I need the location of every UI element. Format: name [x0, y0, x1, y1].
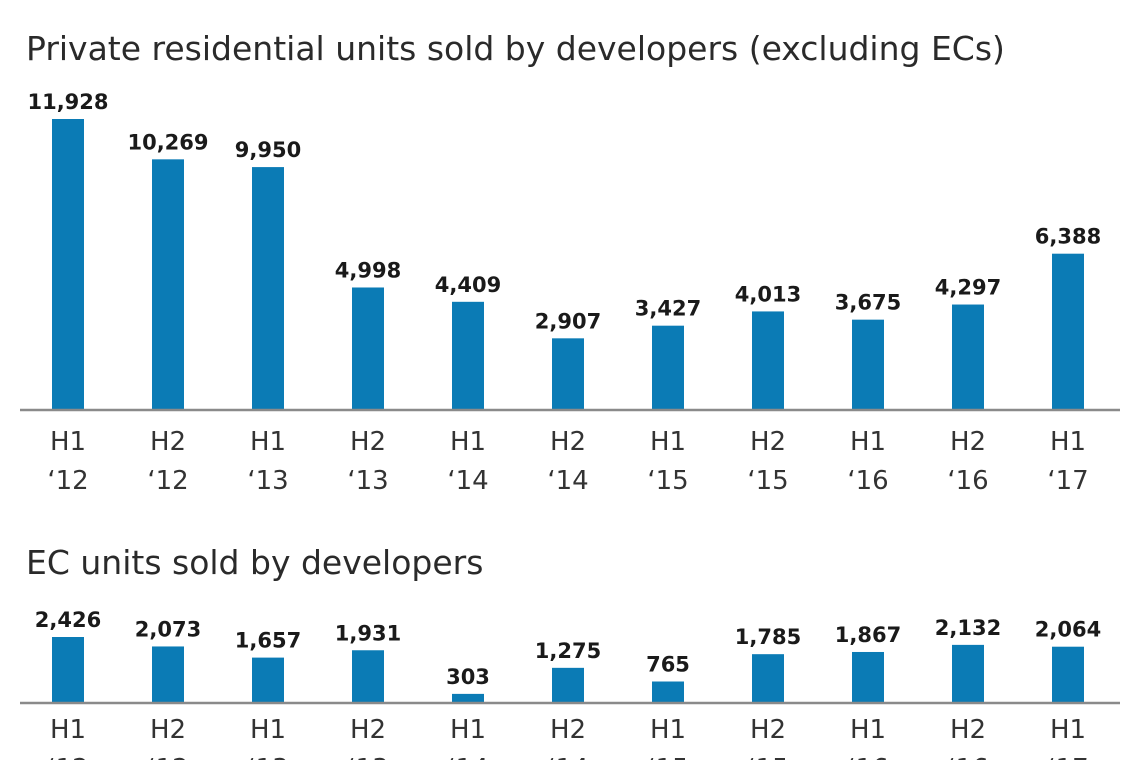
ec-tick-year: ‘13 [247, 754, 288, 760]
ec-tick-year: ‘14 [547, 754, 588, 760]
ec-data-label: 1,275 [535, 639, 601, 663]
private-data-label: 4,998 [335, 258, 401, 282]
private-bar [752, 311, 784, 409]
private-bar [352, 287, 384, 409]
ec-bar [552, 667, 584, 702]
ec-bar [452, 693, 484, 702]
private-tick-year: ‘16 [947, 466, 988, 496]
ec-tick-half: H2 [350, 715, 386, 745]
ec-tick-half: H1 [50, 715, 86, 745]
private-bar [1052, 253, 1084, 409]
private-tick-year: ‘12 [47, 466, 88, 496]
private-data-label: 10,269 [127, 130, 208, 154]
ec-tick-year: ‘12 [147, 754, 188, 760]
ec-data-label: 765 [646, 653, 690, 677]
private-data-label: 4,409 [435, 273, 501, 297]
private-tick-year: ‘17 [1047, 466, 1088, 496]
ec-tick-year: ‘12 [47, 754, 88, 760]
private-tick-half: H2 [950, 427, 986, 457]
private-bar [652, 325, 684, 409]
ec-data-label: 1,657 [235, 629, 301, 653]
ec-bar [1052, 646, 1084, 702]
ec-tick-half: H1 [1050, 715, 1086, 745]
ec-tick-year: ‘14 [447, 754, 488, 760]
private-tick-half: H1 [50, 427, 86, 457]
ec-data-label: 2,426 [35, 608, 101, 632]
ec-tick-half: H2 [550, 715, 586, 745]
ec-tick-half: H1 [250, 715, 286, 745]
private-tick-year: ‘13 [347, 466, 388, 496]
ec-tick-year: ‘13 [347, 754, 388, 760]
ec-tick-year: ‘17 [1047, 754, 1088, 760]
ec-bar [952, 644, 984, 702]
ec-tick-year: ‘16 [947, 754, 988, 760]
ec-bar [252, 657, 284, 702]
ec-tick-year: ‘15 [647, 754, 688, 760]
private-tick-half: H2 [750, 427, 786, 457]
ec-data-label: 2,064 [1035, 618, 1101, 642]
private-tick-year: ‘14 [447, 466, 488, 496]
private-bar [52, 119, 84, 409]
ec-data-label: 1,867 [835, 623, 901, 647]
ec-bar [852, 651, 884, 702]
private-tick-half: H2 [550, 427, 586, 457]
ec-bar [152, 646, 184, 702]
ec-tick-half: H1 [850, 715, 886, 745]
private-tick-half: H1 [1050, 427, 1086, 457]
ec-tick-half: H2 [950, 715, 986, 745]
private-tick-year: ‘13 [247, 466, 288, 496]
ec-tick-half: H1 [450, 715, 486, 745]
ec-tick-year: ‘15 [747, 754, 788, 760]
private-data-label: 4,297 [935, 276, 1001, 300]
ec-data-label: 1,931 [335, 621, 401, 645]
chart-title-ec: EC units sold by developers [26, 543, 483, 582]
private-bar [152, 159, 184, 409]
private-tick-half: H2 [150, 427, 186, 457]
private-data-label: 9,950 [235, 138, 301, 162]
private-bar [852, 319, 884, 409]
ec-bar [652, 681, 684, 702]
private-bar [952, 304, 984, 409]
private-tick-year: ‘15 [647, 466, 688, 496]
private-tick-half: H1 [850, 427, 886, 457]
private-tick-year: ‘15 [747, 466, 788, 496]
ec-data-label: 1,785 [735, 625, 801, 649]
ec-bar [52, 637, 84, 702]
ec-data-label: 303 [446, 665, 490, 689]
private-data-label: 11,928 [27, 90, 108, 114]
private-data-label: 2,907 [535, 309, 601, 333]
private-data-label: 3,675 [835, 291, 901, 315]
private-tick-year: ‘14 [547, 466, 588, 496]
private-tick-half: H1 [250, 427, 286, 457]
ec-tick-year: ‘16 [847, 754, 888, 760]
private-data-label: 3,427 [635, 297, 701, 321]
ec-bar [752, 654, 784, 702]
ec-tick-half: H1 [650, 715, 686, 745]
ec-data-label: 2,073 [135, 617, 201, 641]
private-tick-half: H1 [650, 427, 686, 457]
private-bar [452, 301, 484, 409]
private-bar [552, 338, 584, 409]
ec-tick-half: H2 [150, 715, 186, 745]
private-bar [252, 167, 284, 409]
private-data-label: 4,013 [735, 282, 801, 306]
private-tick-year: ‘12 [147, 466, 188, 496]
private-tick-year: ‘16 [847, 466, 888, 496]
chart-title-private: Private residential units sold by develo… [26, 29, 1005, 68]
private-tick-half: H1 [450, 427, 486, 457]
ec-bar [352, 650, 384, 702]
ec-data-label: 2,132 [935, 616, 1001, 640]
ec-tick-half: H2 [750, 715, 786, 745]
private-data-label: 6,388 [1035, 225, 1101, 249]
private-tick-half: H2 [350, 427, 386, 457]
